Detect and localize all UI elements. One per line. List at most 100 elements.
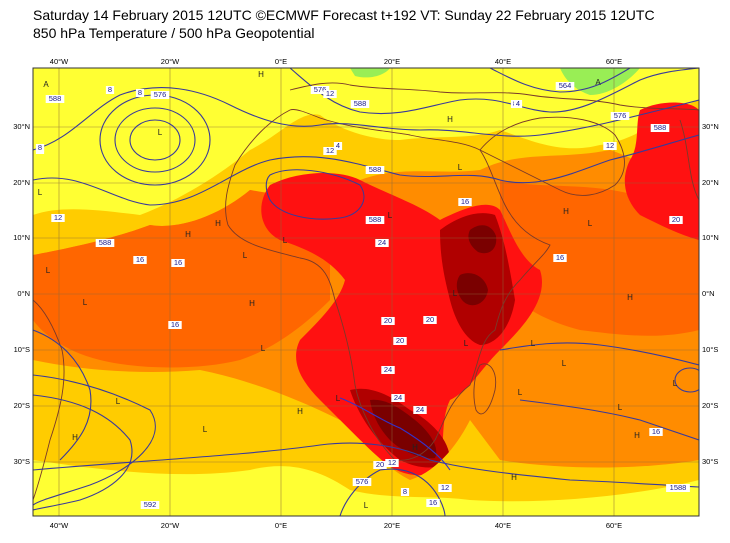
contour-label-bg <box>310 86 330 94</box>
pressure-mark: A <box>595 78 601 87</box>
contour-label-text: 12 <box>326 146 334 155</box>
pressure-mark: L <box>158 128 163 137</box>
contour-label-bg <box>669 216 683 224</box>
lat-label-left: 20°S <box>14 401 30 410</box>
lat-label-right: 10°S <box>702 345 718 354</box>
pressure-mark: H <box>72 433 78 442</box>
contour-label-bg <box>140 501 160 509</box>
contour-label-bg <box>381 317 395 325</box>
contour-label-text: 8 <box>38 143 42 152</box>
contour-low-3 <box>129 119 181 161</box>
contour-label-bg <box>45 95 65 103</box>
contour-label: 12 <box>51 213 65 222</box>
pressure-mark: L <box>83 298 88 307</box>
field-green-cold <box>560 68 640 95</box>
contour-label-bg <box>610 112 630 120</box>
contour-label: 16 <box>649 427 663 436</box>
contour-label-text: 20 <box>672 215 680 224</box>
contour-label: 4 <box>513 99 523 108</box>
contour-label: 12 <box>603 141 617 150</box>
coast-southamerica <box>33 299 65 501</box>
lon-label-bottom: 40°W <box>50 521 69 530</box>
contour-label-bg <box>135 89 145 97</box>
lat-label-left: 10°S <box>14 345 30 354</box>
contour-label-text: 24 <box>416 405 424 414</box>
contour-label: 16 <box>171 258 185 267</box>
contour-label-text: 24 <box>394 393 402 402</box>
contour-label: 16 <box>133 255 147 264</box>
contour-label-bg <box>168 321 182 329</box>
contour-indian-north <box>499 342 699 366</box>
contour-label: 588 <box>95 238 115 247</box>
contour-label: 8 <box>400 487 410 496</box>
pressure-mark: H <box>249 299 255 308</box>
contour-label-bg <box>381 366 395 374</box>
contour-label-text: 16 <box>652 427 660 436</box>
contour-label: 576 <box>150 90 170 99</box>
contour-label-bg <box>426 499 440 507</box>
lat-label-right: 20°S <box>702 401 718 410</box>
contour-label-text: 16 <box>556 253 564 262</box>
contour-label: 576 <box>610 111 630 120</box>
contour-label: 16 <box>458 197 472 206</box>
contour-label: 20 <box>373 460 387 469</box>
lat-label-left: 0°N <box>17 289 30 298</box>
contour-label-bg <box>333 142 343 150</box>
contour-label-bg <box>649 428 663 436</box>
pressure-mark: L <box>673 379 678 388</box>
contour-label-bg <box>513 100 523 108</box>
coast-europe <box>289 82 699 111</box>
pressure-mark: L <box>364 501 369 510</box>
contour-label: 8 <box>105 85 115 94</box>
contour-592 <box>33 394 133 511</box>
contour-label: 12 <box>323 146 337 155</box>
contour-label: 588 <box>45 94 65 103</box>
pressure-mark: L <box>618 403 623 412</box>
contour-label-bg <box>423 316 437 324</box>
pressure-mark: L <box>336 394 341 403</box>
contour-label: 24 <box>375 238 389 247</box>
lon-label-bottom: 40°E <box>495 521 511 530</box>
map-frame <box>32 67 700 517</box>
contour-label-text: 576 <box>314 85 327 94</box>
contour-label-text: 1588 <box>670 483 687 492</box>
longitude-labels-bottom: 40°W 20°W 0°E 20°E 40°E 60°E <box>50 521 622 530</box>
lat-label-right: 10°N <box>702 233 719 242</box>
pressure-mark: L <box>243 251 248 260</box>
contour-label-text: 16 <box>429 498 437 507</box>
contour-label-text: 8 <box>403 487 407 496</box>
contour-label-text: 576 <box>614 111 627 120</box>
contour-high-east <box>674 367 699 393</box>
contour-label-bg <box>51 214 65 222</box>
pressure-mark: L <box>453 289 458 298</box>
contour-label-text: 564 <box>559 81 572 90</box>
lat-label-right: 20°N <box>702 178 719 187</box>
coastlines <box>33 82 699 501</box>
contour-label: 24 <box>391 393 405 402</box>
contour-564 <box>289 68 699 115</box>
lat-label-left: 10°N <box>13 233 30 242</box>
contour-label-bg <box>400 488 410 496</box>
pressure-mark: H <box>215 219 221 228</box>
lon-label-top: 0°E <box>275 57 287 66</box>
contour-label-text: 12 <box>326 89 334 98</box>
contour-label: 4 <box>333 141 343 150</box>
contour-label-bg <box>553 254 567 262</box>
contour-label-bg <box>95 239 115 247</box>
lat-label-right: 30°N <box>702 122 719 131</box>
contour-label-text: 588 <box>99 238 112 247</box>
contour-label-bg <box>603 142 617 150</box>
latitude-labels-right: 30°N 20°N 10°N 0°N 10°S 20°S 30°S <box>702 122 719 466</box>
pressure-mark: H <box>185 230 191 239</box>
contour-label-text: 576 <box>356 477 369 486</box>
contour-label-text: 588 <box>49 94 62 103</box>
contour-label: 16 <box>168 320 182 329</box>
field-maroon-horn <box>468 225 497 254</box>
forecast-title: Saturday 14 February 2015 12UTC ©ECMWF F… <box>33 7 655 23</box>
field-maroon-south <box>370 399 437 459</box>
contour-label-text: 12 <box>54 213 62 222</box>
contour-label: 12 <box>438 483 452 492</box>
field-orange-indian <box>470 400 699 468</box>
lon-label-bottom: 60°E <box>606 521 622 530</box>
